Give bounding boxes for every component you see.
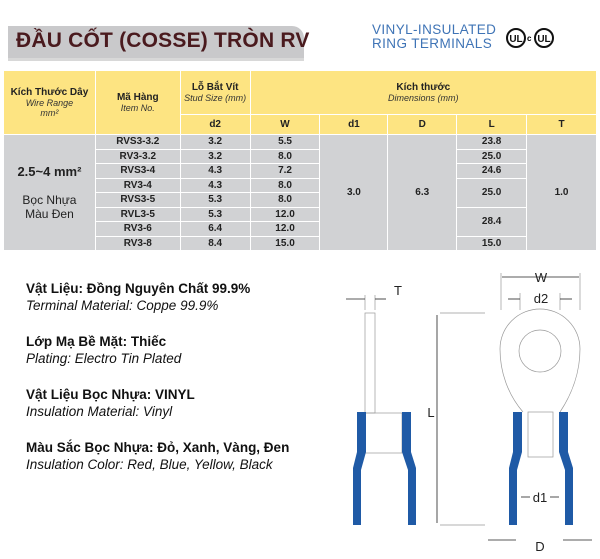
item-cell: RVS3-3.2 [94,134,181,150]
d1-cell: 3.0 [319,134,389,251]
item-cell: RVS3-4 [94,163,181,179]
subtitle-line2: RING TERMINALS [372,36,493,51]
spec-insulation-color: Màu Sắc Bọc Nhựa: Đỏ, Xanh, Vàng, Đen Ins… [26,440,290,472]
item-cell: RV3-4 [94,177,181,193]
title-banner: ĐẦU CỐT (COSSE) TRÒN RV [8,26,309,61]
page-title: ĐẦU CỐT (COSSE) TRÒN RV [16,29,310,52]
table-row: RVS3-4 4.3 7.2 24.6 [4,163,597,179]
l-cell: 24.6 [456,163,528,179]
w-cell: 8.0 [249,148,321,164]
d2-cell: 6.4 [179,221,251,237]
header-D: D [387,114,458,135]
label-w: W [535,270,548,285]
item-cell: RVL3-5 [94,206,181,222]
header-wire-range: Kích Thước Dây Wire Range mm² [3,70,96,135]
w-cell: 12.0 [249,206,321,222]
table-row: RV3-3.2 3.2 8.0 25.0 [4,148,597,164]
t-cell: 1.0 [526,134,597,251]
l-cell: 28.4 [456,206,528,237]
w-cell: 7.2 [249,163,321,179]
d2-cell: 3.2 [179,148,251,164]
terminal-diagram: T . L W d2 d1 D [346,270,592,554]
l-cell: 15.0 [456,235,528,251]
label-D: D [535,539,544,554]
cul-logo: UL [534,28,554,48]
header-d2: d2 [179,114,251,135]
d2-cell: 4.3 [179,177,251,193]
l-cell: 25.0 [456,148,528,164]
item-cell: RV3-8 [94,235,181,251]
stud-hole [518,329,562,373]
subtitle: VINYL-INSULATED RING TERMINALS [372,23,496,51]
insulation-sleeves [353,412,573,525]
table-row: RV3-4 4.3 8.0 25.0 [4,177,597,208]
l-cell: 25.0 [456,177,528,208]
subtitle-line1: VINYL-INSULATED [372,22,497,37]
w-cell: 15.0 [249,235,321,251]
table-row: RV3-8 8.4 15.0 15.0 [4,235,597,251]
spec-plating: Lớp Mạ Bề Mặt: Thiếc Plating: Electro Tin… [26,334,182,366]
header-l: L [456,114,528,135]
w-cell: 8.0 [249,192,321,208]
ring-outline [499,308,581,413]
l-cell: 23.8 [456,134,528,150]
D-cell: 6.3 [387,134,458,251]
w-cell: 12.0 [249,221,321,237]
ul-logo: UL [506,28,526,48]
header-w: W [249,114,321,135]
spec-material: Vật Liệu: Đồng Nguyên Chất 99.9% Terminal… [26,281,251,313]
table-row: RVS3-5 5.3 8.0 [4,192,597,208]
header-stud-size: Lỗ Bắt Vít Stud Size (mm) [179,70,251,115]
spec-insulation-material: Vật Liệu Bọc Nhựa: VINYL Insulation Mater… [26,387,195,419]
wire-range-cell: 2.5~4 mm² Bọc Nhựa Màu Đen [3,134,96,251]
label-d2: d2 [534,291,548,306]
cul-prefix: c [527,34,532,43]
item-cell: RV3-3.2 [94,148,181,164]
side-tongue [364,312,376,414]
d2-cell: 8.4 [179,235,251,251]
header-t: T [526,114,597,135]
label-d1: d1 [533,490,547,505]
table-row: RV3-6 6.4 12.0 [4,221,597,237]
d2-cell: 3.2 [179,134,251,150]
spec-table: Kích Thước Dây Wire Range mm² Mã Hàng Item … [3,70,598,251]
d2-cell: 5.3 [179,206,251,222]
header-d1: d1 [319,114,389,135]
header-item-no: Mã Hàng Item No. [94,70,181,135]
d2-cell: 4.3 [179,163,251,179]
item-cell: RV3-6 [94,221,181,237]
label-t: T [394,283,402,298]
label-l: L [427,405,434,420]
header-dimensions: Kích thước Dimensions (mm) [249,70,598,115]
item-cell: RVS3-5 [94,192,181,208]
table-row: 2.5~4 mm² Bọc Nhựa Màu Đen RVS3-3.2 3.2 5.5 … [3,134,597,251]
w-cell: 8.0 [249,177,321,193]
table-row: RVL3-5 5.3 12.0 28.4 [4,206,597,237]
w-cell: 5.5 [249,134,321,150]
d2-cell: 5.3 [179,192,251,208]
